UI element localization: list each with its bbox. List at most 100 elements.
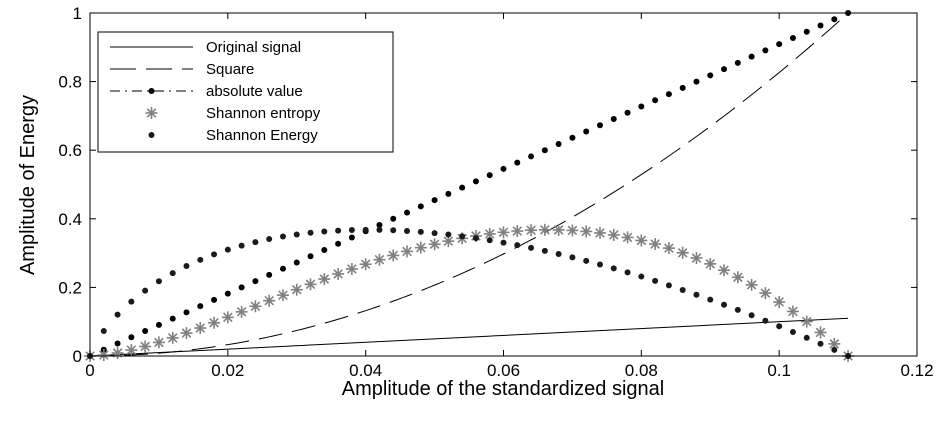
data-point	[748, 53, 755, 60]
data-point	[293, 259, 300, 266]
data-point	[125, 344, 138, 357]
data-point	[335, 227, 342, 234]
data-point	[307, 253, 314, 260]
data-point	[800, 315, 813, 328]
data-point	[541, 247, 548, 254]
data-point	[304, 278, 317, 291]
data-point	[541, 147, 548, 154]
data-point	[279, 233, 286, 240]
data-point	[610, 116, 617, 123]
data-point	[814, 326, 827, 339]
data-point	[596, 261, 603, 268]
data-point	[789, 328, 796, 335]
data-point	[155, 278, 162, 285]
legend: Original signal Square absolute value Shann…	[97, 31, 394, 153]
data-point	[486, 237, 493, 244]
data-point	[500, 165, 507, 172]
data-point	[445, 231, 452, 238]
series-square	[89, 12, 849, 357]
data-point	[128, 334, 135, 341]
x-tick-label: 0.06	[487, 361, 520, 380]
data-point	[348, 234, 355, 241]
x-tick-label: 0	[85, 361, 94, 380]
data-point	[224, 246, 231, 253]
data-point	[197, 303, 204, 310]
data-point	[831, 16, 838, 23]
data-point	[404, 209, 411, 216]
data-point	[169, 270, 176, 277]
series-line	[89, 317, 849, 357]
data-point	[693, 291, 700, 298]
data-point	[718, 264, 731, 277]
data-point	[376, 222, 383, 229]
data-point	[345, 262, 358, 275]
data-point	[348, 227, 355, 234]
data-point	[759, 287, 772, 300]
data-point	[497, 226, 510, 239]
data-point	[211, 296, 218, 303]
data-point	[734, 306, 741, 313]
series-line	[89, 12, 849, 357]
data-point	[511, 225, 524, 238]
legend-label: Square	[206, 61, 254, 78]
data-point	[180, 327, 193, 340]
data-point	[596, 122, 603, 129]
data-point	[417, 228, 424, 235]
data-point	[169, 315, 176, 322]
data-point	[266, 271, 273, 278]
x-axis-label: Amplitude of the standardized signal	[342, 378, 664, 400]
data-point	[111, 346, 124, 359]
data-point	[665, 91, 672, 98]
x-tick-label: 0.02	[211, 361, 244, 380]
data-point	[208, 316, 221, 329]
data-point	[428, 238, 441, 251]
y-tick-label: 0.4	[58, 210, 82, 229]
data-point	[211, 251, 218, 258]
data-point	[555, 251, 562, 258]
data-point	[731, 271, 744, 284]
data-point	[707, 296, 714, 303]
data-point	[652, 97, 659, 104]
data-point	[139, 340, 152, 353]
data-point	[114, 311, 121, 318]
data-point	[566, 224, 579, 237]
data-point	[401, 245, 414, 258]
data-point	[745, 278, 758, 291]
data-point	[624, 269, 631, 276]
data-point	[676, 246, 689, 259]
data-point	[538, 223, 551, 236]
x-tick-label: 0.1	[767, 361, 791, 380]
data-point	[638, 273, 645, 280]
data-point	[459, 233, 466, 240]
data-point	[276, 289, 289, 302]
data-point	[249, 300, 262, 313]
legend-marker	[148, 88, 155, 94]
data-point	[335, 240, 342, 247]
data-point	[583, 257, 590, 264]
data-point	[690, 252, 703, 265]
data-point	[376, 226, 383, 233]
series-original-signal	[89, 317, 849, 357]
data-point	[662, 242, 675, 255]
data-point	[721, 66, 728, 73]
data-point	[652, 277, 659, 284]
data-point	[279, 265, 286, 272]
data-point	[194, 322, 207, 335]
data-point	[704, 257, 717, 270]
data-point	[624, 109, 631, 116]
data-point	[734, 59, 741, 66]
data-point	[166, 331, 179, 344]
data-point	[252, 239, 259, 246]
data-point	[607, 228, 620, 241]
data-point	[721, 301, 728, 308]
data-point	[831, 346, 838, 353]
data-point	[528, 153, 535, 160]
data-point	[414, 241, 427, 254]
data-point	[235, 305, 248, 318]
data-point	[100, 328, 107, 335]
legend-marker	[145, 107, 158, 119]
data-point	[525, 224, 538, 237]
data-point	[252, 278, 259, 285]
data-point	[155, 321, 162, 328]
